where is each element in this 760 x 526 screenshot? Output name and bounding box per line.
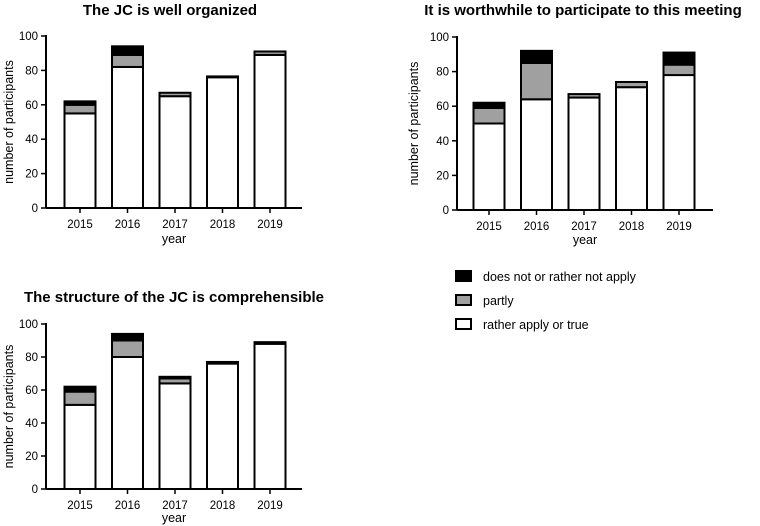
- x-tick-label: 2017: [162, 219, 188, 231]
- legend-label: rather apply or true: [483, 318, 589, 332]
- x-tick-label: 2015: [67, 500, 93, 512]
- bar-segment-2016-3: [520, 49, 553, 64]
- bar-segment-2016-1: [520, 98, 553, 211]
- bar-segment-2018-1: [206, 76, 239, 209]
- bar-segment-2017-1: [158, 382, 192, 490]
- legend-item-2: partly: [455, 294, 514, 308]
- bar-segment-2017-1: [158, 95, 192, 209]
- legend-swatch: [455, 318, 472, 330]
- y-tick-label: 20: [436, 170, 449, 182]
- bar-segment-2016-1: [111, 356, 144, 490]
- bar-segment-2017-3: [158, 375, 192, 380]
- x-tick-label: 2016: [115, 219, 141, 231]
- legend-swatch: [455, 294, 472, 306]
- x-tick-label: 2017: [162, 500, 188, 512]
- bar-segment-2016-2: [111, 53, 144, 68]
- y-tick-label: 20: [25, 169, 38, 181]
- x-axis-label: year: [573, 233, 597, 247]
- chart-title: The JC is well organized: [83, 2, 257, 19]
- y-tick-label: 100: [430, 32, 449, 44]
- chart-panel-2: It is worthwhile to participate to this …: [407, 2, 742, 247]
- x-axis-label: year: [162, 232, 186, 246]
- bar-segment-2016-3: [111, 45, 144, 56]
- x-tick-label: 2015: [67, 219, 93, 231]
- bar-segment-2015-2: [63, 390, 97, 406]
- legend-label: partly: [483, 294, 514, 308]
- chart-title: The structure of the JC is comprehensibl…: [24, 289, 324, 306]
- x-tick-label: 2018: [210, 219, 236, 231]
- legend-swatch: [455, 270, 472, 282]
- y-axis-label: number of participants: [2, 60, 16, 184]
- y-axis-label: number of participants: [407, 62, 421, 186]
- legend: does not or rather not apply partly rather…: [455, 270, 637, 332]
- bar-segment-2016-2: [520, 61, 553, 101]
- y-tick-label: 100: [19, 31, 38, 43]
- bar-segment-2019-1: [662, 74, 696, 211]
- charts-layer: The JC is well organized 2015 2016 2017 2018…: [2, 2, 742, 525]
- x-tick-label: 2018: [210, 500, 236, 512]
- chart-title: It is worthwhile to participate to this …: [424, 2, 742, 19]
- legend-item-1: does not or rather not apply: [455, 270, 637, 284]
- bar-segment-2019-3: [662, 51, 696, 66]
- y-tick-label: 0: [32, 203, 38, 215]
- bar-segment-2019-1: [253, 53, 287, 209]
- bar-segment-2017-2: [158, 91, 192, 98]
- chart-panel-1: The JC is well organized 2015 2016 2017 2018…: [2, 2, 302, 246]
- y-tick-label: 100: [19, 319, 38, 331]
- x-tick-label: 2017: [571, 221, 597, 233]
- y-tick-label: 40: [436, 136, 449, 148]
- bar-segment-2015-1: [63, 112, 97, 209]
- bar-segment-2019-3: [253, 341, 287, 345]
- bar-segment-2015-2: [472, 106, 506, 125]
- bar-segment-2018-2: [206, 75, 239, 79]
- x-tick-label: 2019: [257, 500, 283, 512]
- y-tick-label: 80: [25, 65, 38, 77]
- y-tick-label: 80: [436, 67, 449, 79]
- bar-segment-2015-1: [472, 122, 506, 211]
- x-tick-label: 2019: [666, 221, 692, 233]
- x-tick-label: 2019: [257, 219, 283, 231]
- chart-panel-3: The structure of the JC is comprehensibl…: [2, 289, 324, 525]
- bar-segment-2018-1: [615, 86, 648, 211]
- x-tick-label: 2018: [619, 221, 645, 233]
- x-tick-label: 2016: [524, 221, 550, 233]
- y-tick-label: 20: [25, 451, 38, 463]
- bar-segment-2018-1: [206, 362, 239, 491]
- y-tick-label: 40: [25, 134, 38, 146]
- bar-segment-2019-2: [662, 63, 696, 77]
- bar-segment-2015-2: [63, 103, 97, 115]
- bar-segment-2016-2: [111, 339, 144, 358]
- bar-segment-2015-3: [63, 385, 97, 393]
- y-tick-label: 0: [32, 484, 38, 496]
- bar-segment-2017-1: [567, 96, 601, 211]
- bar-segment-2015-1: [63, 403, 97, 491]
- bar-segment-2018-2: [615, 80, 648, 89]
- bar-segment-2015-3: [472, 101, 506, 109]
- legend-item-3: rather apply or true: [455, 318, 589, 332]
- y-tick-label: 80: [25, 352, 38, 364]
- y-axis-label: number of participants: [2, 345, 16, 469]
- bar-segment-2017-2: [567, 93, 601, 99]
- bar-segment-2015-3: [63, 100, 97, 106]
- y-tick-label: 60: [25, 385, 38, 397]
- bar-segment-2016-1: [111, 65, 144, 209]
- legend-label: does not or rather not apply: [483, 270, 637, 284]
- y-tick-label: 60: [436, 101, 449, 113]
- x-tick-label: 2016: [115, 500, 141, 512]
- bar-segment-2016-3: [111, 332, 144, 342]
- y-tick-label: 0: [443, 205, 449, 217]
- y-tick-label: 40: [25, 418, 38, 430]
- x-axis-label: year: [162, 511, 186, 525]
- bar-segment-2019-1: [253, 342, 287, 490]
- bar-segment-2018-3: [206, 360, 239, 365]
- bar-segment-2019-2: [253, 50, 287, 56]
- x-tick-label: 2015: [476, 221, 502, 233]
- y-tick-label: 60: [25, 100, 38, 112]
